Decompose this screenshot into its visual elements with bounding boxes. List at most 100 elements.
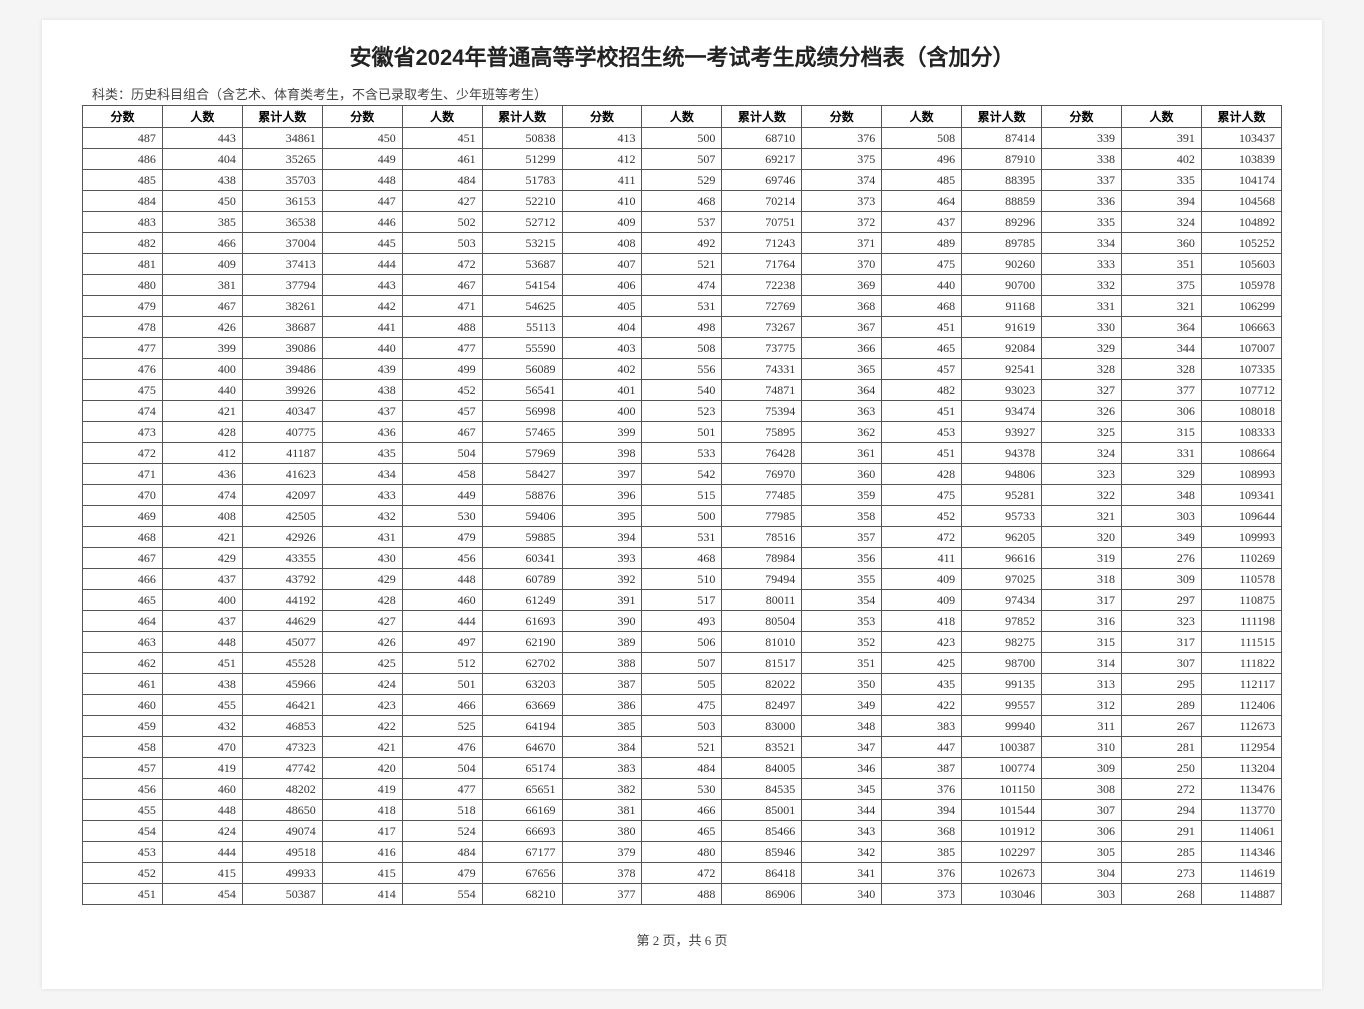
table-cell: 105603 — [1201, 254, 1281, 275]
table-cell: 114061 — [1201, 821, 1281, 842]
table-cell: 428 — [162, 422, 242, 443]
table-cell: 267 — [1121, 716, 1201, 737]
table-cell: 295 — [1121, 674, 1201, 695]
table-header: 分数人数累计人数分数人数累计人数分数人数累计人数分数人数累计人数分数人数累计人数 — [83, 106, 1282, 128]
table-cell: 379 — [562, 842, 642, 863]
table-cell: 56089 — [482, 359, 562, 380]
table-row: 4824663700444550353215408492712433714898… — [83, 233, 1282, 254]
table-body: 4874433486145045150838413500687103765088… — [83, 128, 1282, 905]
table-cell: 113770 — [1201, 800, 1281, 821]
table-cell: 452 — [83, 863, 163, 884]
table-row: 4844503615344742752210410468702143734648… — [83, 191, 1282, 212]
table-cell: 414 — [322, 884, 402, 905]
table-cell: 477 — [402, 779, 482, 800]
table-cell: 438 — [162, 674, 242, 695]
table-cell: 45528 — [242, 653, 322, 674]
table-cell: 90700 — [962, 275, 1042, 296]
table-cell: 63203 — [482, 674, 562, 695]
table-cell: 471 — [83, 464, 163, 485]
table-cell: 376 — [802, 128, 882, 149]
table-row: 4544244907441752466693380465854663433681… — [83, 821, 1282, 842]
table-cell: 383 — [882, 716, 962, 737]
table-cell: 474 — [642, 275, 722, 296]
table-row: 4833853653844650252712409537707513724378… — [83, 212, 1282, 233]
table-cell: 331 — [1121, 443, 1201, 464]
table-cell: 493 — [642, 611, 722, 632]
table-cell: 53215 — [482, 233, 562, 254]
table-cell: 34861 — [242, 128, 322, 149]
table-cell: 505 — [642, 674, 722, 695]
table-cell: 364 — [1121, 317, 1201, 338]
table-cell: 411 — [562, 170, 642, 191]
document-page: 安徽省2024年普通高等学校招生统一考试考生成绩分档表（含加分） 科类：历史科目… — [42, 20, 1322, 989]
table-cell: 488 — [642, 884, 722, 905]
table-cell: 101150 — [962, 779, 1042, 800]
table-row: 4744214034743745756998400523753943634519… — [83, 401, 1282, 422]
table-cell: 98700 — [962, 653, 1042, 674]
table-cell: 339 — [1042, 128, 1122, 149]
table-cell: 324 — [1042, 443, 1122, 464]
table-cell: 77985 — [722, 506, 802, 527]
table-cell: 322 — [1042, 485, 1122, 506]
table-cell: 303 — [1042, 884, 1122, 905]
table-cell: 458 — [402, 464, 482, 485]
table-cell: 41187 — [242, 443, 322, 464]
table-cell: 554 — [402, 884, 482, 905]
table-cell: 311 — [1042, 716, 1122, 737]
table-cell: 308 — [1042, 779, 1122, 800]
table-cell: 412 — [562, 149, 642, 170]
table-cell: 346 — [802, 758, 882, 779]
column-header: 人数 — [162, 106, 242, 128]
table-cell: 474 — [83, 401, 163, 422]
table-cell: 475 — [642, 695, 722, 716]
table-cell: 61693 — [482, 611, 562, 632]
table-cell: 84005 — [722, 758, 802, 779]
table-cell: 85466 — [722, 821, 802, 842]
table-cell: 114619 — [1201, 863, 1281, 884]
table-cell: 391 — [562, 590, 642, 611]
table-cell: 361 — [802, 443, 882, 464]
table-row: 4604554642142346663669386475824973494229… — [83, 695, 1282, 716]
table-cell: 64194 — [482, 716, 562, 737]
table-cell: 57969 — [482, 443, 562, 464]
table-row: 4803813779444346754154406474722383694409… — [83, 275, 1282, 296]
table-cell: 60341 — [482, 548, 562, 569]
table-cell: 451 — [882, 443, 962, 464]
table-cell: 338 — [1042, 149, 1122, 170]
table-cell: 362 — [802, 422, 882, 443]
table-cell: 420 — [322, 758, 402, 779]
table-cell: 471 — [402, 296, 482, 317]
table-cell: 474 — [162, 485, 242, 506]
table-cell: 468 — [642, 548, 722, 569]
table-cell: 44629 — [242, 611, 322, 632]
table-cell: 442 — [322, 296, 402, 317]
table-row: 4874433486145045150838413500687103765088… — [83, 128, 1282, 149]
table-cell: 354 — [802, 590, 882, 611]
table-row: 4773993908644047755590403508737753664659… — [83, 338, 1282, 359]
table-cell: 449 — [402, 485, 482, 506]
table-cell: 437 — [162, 569, 242, 590]
table-cell: 492 — [642, 233, 722, 254]
table-cell: 46853 — [242, 716, 322, 737]
table-cell: 458 — [83, 737, 163, 758]
table-cell: 107712 — [1201, 380, 1281, 401]
table-cell: 365 — [802, 359, 882, 380]
table-cell: 433 — [322, 485, 402, 506]
table-cell: 448 — [162, 632, 242, 653]
table-cell: 456 — [402, 548, 482, 569]
table-cell: 48650 — [242, 800, 322, 821]
table-cell: 452 — [402, 380, 482, 401]
table-cell: 97025 — [962, 569, 1042, 590]
table-cell: 444 — [402, 611, 482, 632]
table-cell: 88859 — [962, 191, 1042, 212]
table-cell: 531 — [642, 527, 722, 548]
table-cell: 108664 — [1201, 443, 1281, 464]
table-cell: 58427 — [482, 464, 562, 485]
table-cell: 92541 — [962, 359, 1042, 380]
column-header: 累计人数 — [1201, 106, 1281, 128]
table-cell: 104568 — [1201, 191, 1281, 212]
table-cell: 294 — [1121, 800, 1201, 821]
table-cell: 423 — [322, 695, 402, 716]
table-cell: 368 — [802, 296, 882, 317]
table-cell: 334 — [1042, 233, 1122, 254]
